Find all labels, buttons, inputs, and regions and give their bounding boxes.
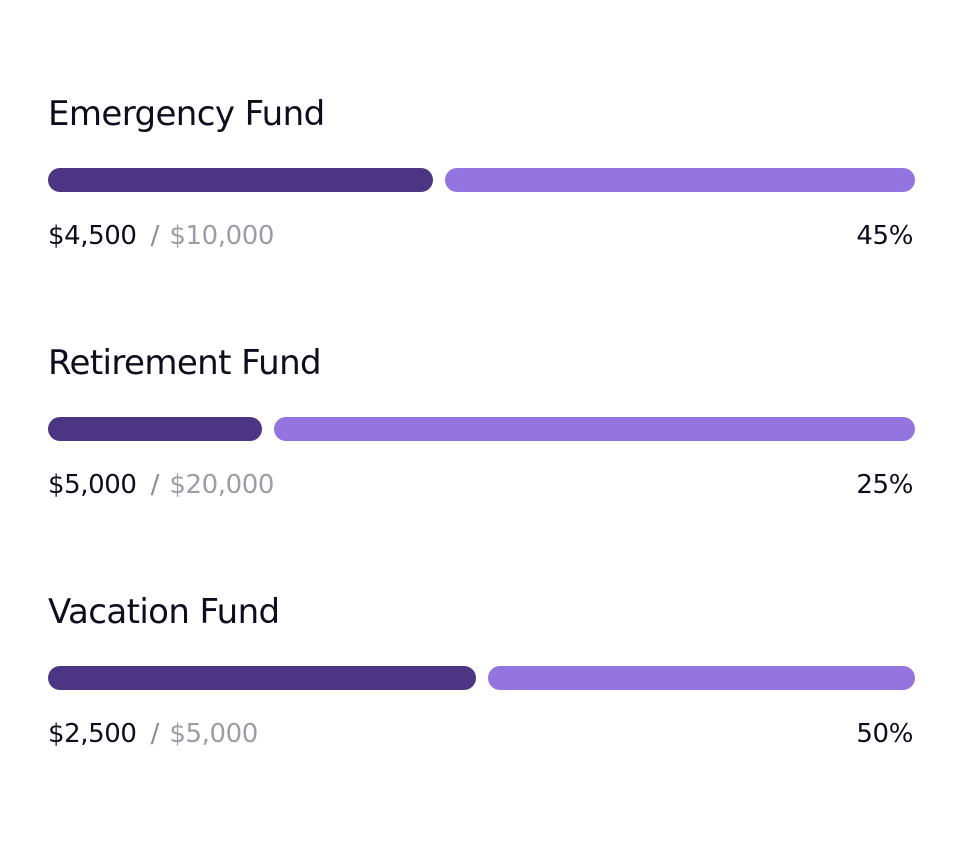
- progress-filled: [48, 168, 433, 192]
- goal-percent: 45%: [856, 221, 913, 251]
- progress-filled: [48, 666, 476, 690]
- goal-amounts: $5,000 / $20,000: [48, 469, 274, 501]
- goal-percent: 25%: [856, 470, 913, 500]
- progress-bar: [48, 666, 915, 690]
- progress-bar: [48, 168, 915, 192]
- goal-amounts: $2,500 / $5,000: [48, 718, 258, 750]
- target-amount: $10,000: [169, 221, 275, 251]
- current-amount: $2,500: [48, 719, 137, 749]
- progress-bar: [48, 417, 915, 441]
- progress-remaining: [445, 168, 915, 192]
- progress-remaining: [274, 417, 915, 441]
- amount-separator: /: [150, 719, 160, 749]
- amount-separator: /: [150, 470, 160, 500]
- goal-retirement-fund: Retirement Fund $5,000 / $20,000 25%: [48, 341, 915, 500]
- goal-title: Emergency Fund: [48, 94, 325, 134]
- goal-emergency-fund: Emergency Fund $4,500 / $10,000 45%: [48, 92, 915, 251]
- current-amount: $5,000: [48, 470, 137, 500]
- target-amount: $20,000: [169, 470, 275, 500]
- goal-title: Vacation Fund: [48, 592, 280, 632]
- target-amount: $5,000: [169, 719, 258, 749]
- current-amount: $4,500: [48, 221, 137, 251]
- amount-separator: /: [150, 221, 160, 251]
- goal-title: Retirement Fund: [48, 343, 322, 383]
- progress-remaining: [488, 666, 915, 690]
- goal-percent: 50%: [856, 719, 913, 749]
- goal-vacation-fund: Vacation Fund $2,500 / $5,000 50%: [48, 590, 915, 749]
- progress-filled: [48, 417, 262, 441]
- goal-amounts: $4,500 / $10,000: [48, 220, 274, 252]
